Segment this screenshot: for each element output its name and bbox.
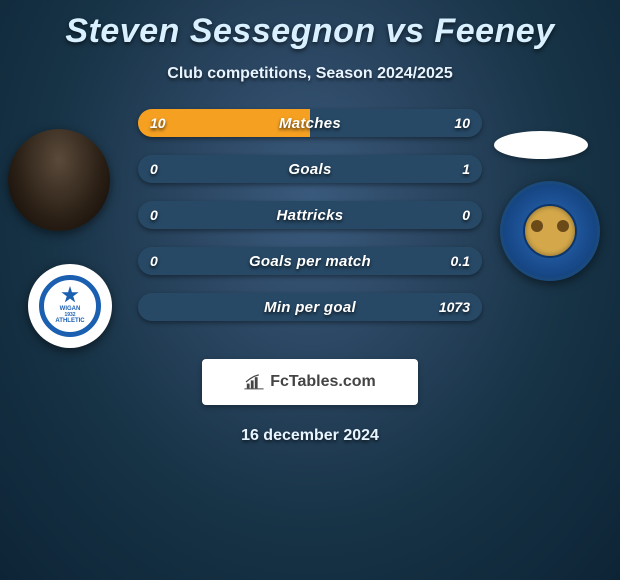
stat-value-right: 1073 [439,299,470,315]
stat-value-left: 0 [150,207,158,223]
stat-value-right: 0 [462,207,470,223]
stat-value-right: 10 [454,115,470,131]
stat-bars: 10Matches100Goals10Hattricks00Goals per … [138,109,482,339]
stat-bar: 0 Hattricks 0 [138,201,482,229]
player-left-avatar [8,129,110,231]
badge-text-bottom: ATHLETIC [55,318,84,324]
stat-label: Matches [279,115,341,132]
watermark-text: FcTables.com [270,373,376,391]
comparison-panel: WIGAN 1932 ATHLETIC 10Matches100Goals10H… [0,109,620,339]
stat-value-left: 10 [150,115,166,131]
page-title: Steven Sessegnon vs Feeney [0,0,620,51]
stat-bar: 10 Matches 10 [138,109,482,137]
subtitle: Club competitions, Season 2024/2025 [0,65,620,83]
stat-value-right: 1 [462,161,470,177]
stat-bar: 0 Goals per match 0.1 [138,247,482,275]
shrewsbury-badge-icon [523,204,577,258]
stat-label: Min per goal [264,299,356,316]
chart-icon [244,374,264,390]
stat-bar: 0 Goals 1 [138,155,482,183]
player-right-club-badge [500,181,600,281]
stat-label: Hattricks [277,207,344,224]
stat-label: Goals per match [249,253,371,270]
stat-value-right: 0.1 [451,253,470,269]
date-label: 16 december 2024 [0,427,620,445]
stat-value-left: 0 [150,253,158,269]
player-left-club-badge: WIGAN 1932 ATHLETIC [28,264,112,348]
stat-label: Goals [288,161,331,178]
stat-bar: Min per goal 1073 [138,293,482,321]
wigan-badge-icon: WIGAN 1932 ATHLETIC [39,275,101,337]
watermark: FcTables.com [202,359,418,405]
player-right-avatar [494,131,588,159]
stat-value-left: 0 [150,161,158,177]
